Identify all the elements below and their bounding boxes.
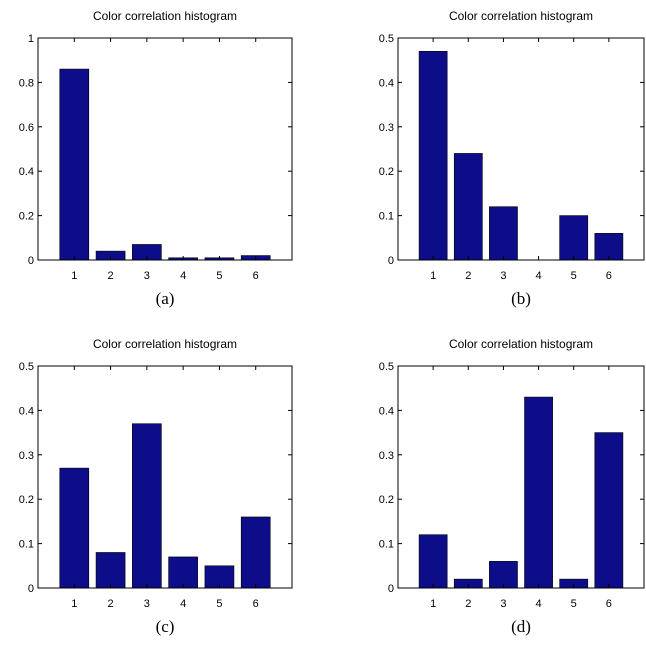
y-tick-label: 0.5 [379,361,394,373]
bar [132,423,162,589]
bar [59,68,90,261]
chart-title: Color correlation histogram [449,337,593,351]
x-tick-label: 1 [71,598,77,610]
y-tick-label: 0.4 [19,405,34,417]
x-tick-label: 2 [108,598,114,610]
x-tick-label: 5 [216,598,222,610]
x-tick-label: 4 [536,598,542,610]
bar [559,215,589,261]
bar [489,561,518,589]
x-tick-label: 1 [430,598,436,610]
x-tick-label: 6 [606,598,612,610]
y-tick-label: 0.2 [19,211,34,223]
x-tick-label: 6 [253,270,259,282]
bar [168,556,198,589]
y-tick-label: 0 [28,583,34,595]
x-tick-label: 5 [571,270,577,282]
panel-caption: (d) [511,617,531,636]
x-tick-label: 5 [571,598,577,610]
panel-caption: (c) [156,617,175,636]
x-tick-label: 4 [180,598,186,610]
x-tick-label: 1 [430,270,436,282]
chart-title: Color correlation histogram [449,9,593,23]
bar [95,552,126,589]
bar [240,516,271,589]
bar [418,534,448,589]
x-tick-label: 6 [253,598,259,610]
x-tick-label: 4 [536,270,542,282]
y-tick-label: 0.3 [19,450,34,462]
x-tick-label: 3 [500,270,506,282]
x-tick-label: 2 [108,270,114,282]
x-tick-label: 5 [216,270,222,282]
histogram-panel: Color correlation histogram 0 0.2 0.4 0.6 0.8… [19,9,293,308]
x-tick-label: 3 [500,598,506,610]
y-tick-label: 0.1 [19,539,34,551]
y-tick-label: 0.1 [379,539,394,551]
bar [524,396,553,589]
x-tick-label: 6 [606,270,612,282]
y-tick-label: 0.2 [379,166,394,178]
bar [418,51,448,261]
plot-frame [397,37,645,261]
x-tick-label: 3 [144,270,150,282]
y-tick-label: 1 [28,33,34,45]
bar [453,153,483,261]
x-tick-label: 4 [180,270,186,282]
chart-title: Color correlation histogram [93,337,237,351]
bar [59,467,90,589]
panel-caption: (a) [156,289,175,308]
x-tick-label: 2 [465,270,471,282]
bar [594,233,624,261]
y-tick-label: 0.2 [19,494,34,506]
plot-frame [37,365,293,589]
x-tick-label: 1 [71,270,77,282]
y-tick-label: 0.2 [379,494,394,506]
y-tick-label: 0.3 [379,122,394,134]
y-tick-label: 0 [388,583,394,595]
y-tick-label: 0.3 [379,450,394,462]
x-tick-label: 2 [465,598,471,610]
chart-title: Color correlation histogram [93,9,237,23]
y-tick-label: 0.6 [19,122,34,134]
bar [489,206,518,261]
bar [594,432,624,589]
plot-frame [397,365,645,589]
y-tick-label: 0.5 [379,33,394,45]
y-tick-label: 0.8 [19,77,34,89]
y-tick-label: 0.4 [19,166,34,178]
panel-caption: (b) [511,289,531,308]
y-tick-label: 0.1 [379,211,394,223]
y-tick-label: 0.4 [379,405,394,417]
y-tick-label: 0.4 [379,77,394,89]
histogram-panel: Color correlation histogram 0 0.1 0.2 0.3 0.4… [19,337,293,636]
y-tick-label: 0 [28,255,34,267]
y-tick-label: 0.5 [19,361,34,373]
x-tick-label: 3 [144,598,150,610]
y-tick-label: 0 [388,255,394,267]
histogram-panel: Color correlation histogram 0 0.1 0.2 0.3 0.4… [379,9,645,308]
histogram-panel: Color correlation histogram 0 0.1 0.2 0.3 0.4… [379,337,645,636]
plot-frame [37,37,293,261]
